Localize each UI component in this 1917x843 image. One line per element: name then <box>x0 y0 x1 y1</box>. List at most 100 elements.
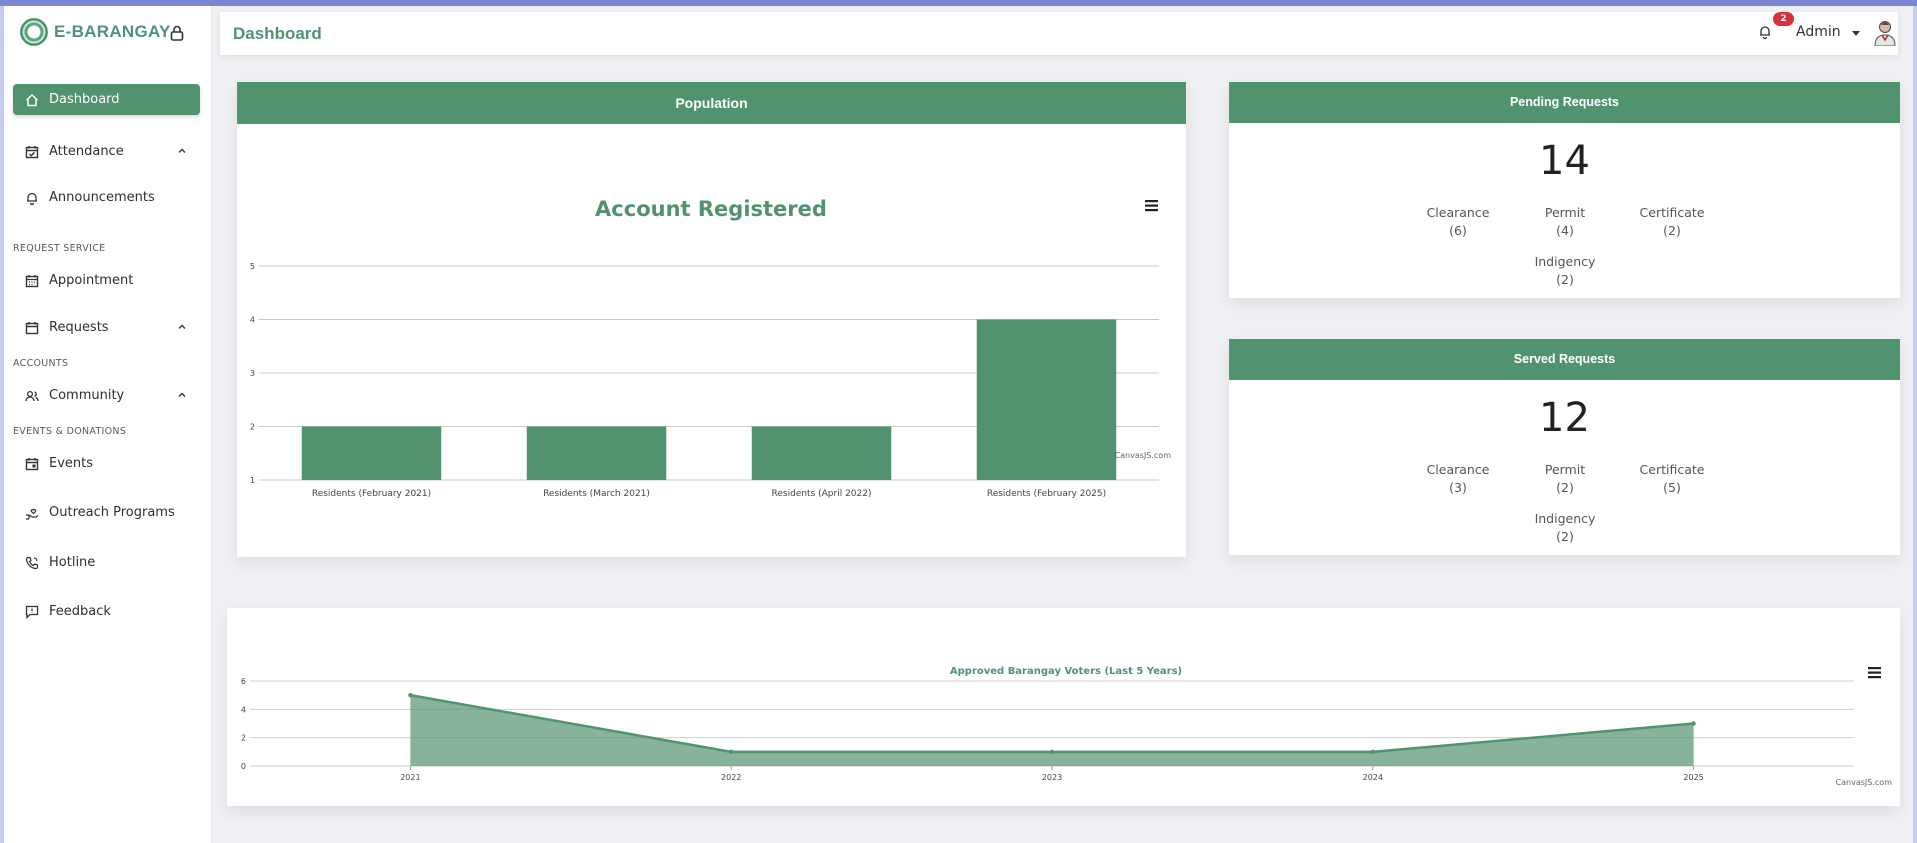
calendar-blank-icon <box>25 321 39 334</box>
calendar-event-icon <box>25 457 39 470</box>
request-type-label: Permit <box>1544 205 1586 220</box>
sidebar-item-announcements[interactable]: Announcements <box>13 182 200 213</box>
top-header: Dashboard 2 Admin <box>220 12 1898 55</box>
voters-chart-card: Approved Barangay Voters (Last 5 Years) … <box>227 608 1900 806</box>
served-requests-card: Served Requests 12 Clearance (3) Permit … <box>1229 339 1900 555</box>
bar <box>976 319 1117 480</box>
chart-menu-icon[interactable] <box>1868 667 1881 679</box>
request-type-label: Clearance <box>1426 462 1490 477</box>
calendar-icon <box>25 274 39 287</box>
sidebar-item-dashboard[interactable]: Dashboard <box>13 84 200 115</box>
request-type-label: Certificate <box>1639 205 1705 220</box>
data-point <box>408 692 413 698</box>
sidebar-item-community[interactable]: Community <box>13 380 200 411</box>
sidebar-item-attendance[interactable]: Attendance <box>13 136 200 167</box>
request-type-count: (5) <box>1663 480 1681 495</box>
served-total: 12 <box>1539 395 1590 441</box>
request-type-label: Indigency <box>1534 254 1596 269</box>
brand-logo <box>20 18 48 46</box>
served-requests-title: Served Requests <box>1229 339 1900 380</box>
chart-menu-icon[interactable] <box>1145 200 1158 212</box>
request-type-label: Clearance <box>1426 205 1490 220</box>
pending-certificate: Certificate (2) <box>1612 204 1732 240</box>
y-tick-label: 4 <box>241 705 246 714</box>
pending-total: 14 <box>1539 138 1590 184</box>
sidebar-item-appointment[interactable]: Appointment <box>13 265 200 296</box>
request-type-count: (2) <box>1556 480 1574 495</box>
chevron-up-icon <box>178 148 186 153</box>
sidebar-item-label: Requests <box>49 320 109 335</box>
y-tick-label: 0 <box>241 762 246 771</box>
served-indigency: Indigency (2) <box>1505 510 1625 546</box>
bar <box>751 426 892 480</box>
sidebar-item-outreach-programs[interactable]: Outreach Programs <box>13 497 200 528</box>
request-type-count: (3) <box>1449 480 1467 495</box>
request-type-label: Indigency <box>1534 511 1596 526</box>
y-tick-label: 2 <box>250 423 255 432</box>
x-tick-label: 2024 <box>1363 773 1383 782</box>
section-label-events-donations: EVENTS & DONATIONS <box>13 426 127 437</box>
users-icon <box>25 390 39 401</box>
sidebar-item-feedback[interactable]: Feedback <box>13 596 200 627</box>
sidebar-item-label: Events <box>49 456 94 471</box>
y-tick-label: 4 <box>250 316 255 325</box>
bell-icon <box>27 192 37 205</box>
y-tick-label: 1 <box>250 476 255 485</box>
avatar[interactable] <box>1872 18 1898 46</box>
sidebar-item-events[interactable]: Events <box>13 448 200 479</box>
account-registered-chart: Account Registered 1 2 3 4 5 Residents (Febr… <box>250 197 1172 499</box>
notification-bell-icon[interactable] <box>1758 24 1772 40</box>
data-point <box>1370 749 1376 755</box>
sidebar-item-requests[interactable]: Requests <box>13 312 200 343</box>
hand-heart-icon <box>26 508 39 520</box>
y-tick-label: 5 <box>250 262 255 271</box>
user-menu-label[interactable]: Admin <box>1796 24 1841 40</box>
request-type-count: (2) <box>1556 272 1574 287</box>
sidebar-item-label: Attendance <box>49 144 124 159</box>
chevron-up-icon <box>178 392 186 397</box>
sidebar-item-label: Community <box>49 388 125 403</box>
request-type-count: (4) <box>1556 223 1574 238</box>
pending-indigency: Indigency (2) <box>1505 253 1625 289</box>
chart-title: Approved Barangay Voters (Last 5 Years) <box>950 666 1182 677</box>
sidebar-item-label: Appointment <box>49 273 134 288</box>
sidebar-item-label: Announcements <box>49 190 155 205</box>
bar <box>526 426 667 480</box>
page-title: Dashboard <box>233 24 322 43</box>
lock-icon[interactable] <box>170 25 184 41</box>
area-fill <box>410 695 1694 766</box>
pending-requests-title: Pending Requests <box>1229 82 1900 123</box>
chevron-up-icon <box>178 324 186 329</box>
sidebar-item-label: Outreach Programs <box>49 505 175 520</box>
canvasjs-credit[interactable]: CanvasJS.com <box>1115 451 1172 460</box>
data-point <box>729 749 734 755</box>
approved-voters-chart: Approved Barangay Voters (Last 5 Years) … <box>241 666 1893 787</box>
request-type-label: Certificate <box>1639 462 1705 477</box>
y-tick-label: 6 <box>241 677 246 686</box>
home-icon <box>25 93 39 106</box>
section-label-request-service: REQUEST SERVICE <box>13 243 106 254</box>
window-left-border <box>0 6 4 843</box>
sidebar-item-label: Hotline <box>49 555 96 570</box>
brand-name: E-BARANGAY <box>54 22 171 41</box>
served-permit: Permit (2) <box>1505 461 1625 497</box>
x-tick-label: Residents (April 2022) <box>772 489 872 499</box>
data-point <box>1691 721 1696 726</box>
y-tick-label: 2 <box>241 734 246 743</box>
x-tick-label: 2021 <box>400 773 420 782</box>
pending-clearance: Clearance (6) <box>1398 204 1518 240</box>
x-tick-label: 2023 <box>1042 773 1062 782</box>
message-icon <box>25 605 39 619</box>
population-card: Population Account Registered 1 2 3 4 5 Resi… <box>237 82 1186 557</box>
y-tick-label: 3 <box>250 369 255 378</box>
request-type-count: (6) <box>1449 223 1467 238</box>
population-card-title: Population <box>237 82 1186 124</box>
canvasjs-credit[interactable]: CanvasJS.com <box>1836 778 1893 787</box>
calendar-check-icon <box>25 145 39 158</box>
x-tick-label: 2025 <box>1683 773 1703 782</box>
brand[interactable]: E-BARANGAY <box>20 16 210 48</box>
sidebar-item-label: Dashboard <box>49 92 120 107</box>
caret-down-icon[interactable] <box>1852 31 1860 36</box>
sidebar-item-hotline[interactable]: Hotline <box>13 547 200 578</box>
phone-icon <box>25 556 39 569</box>
